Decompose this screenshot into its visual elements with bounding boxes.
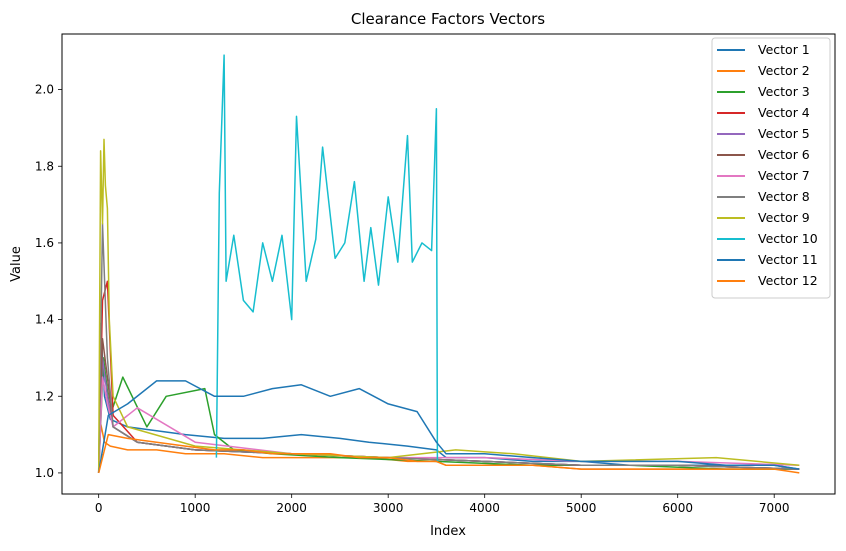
series-line-10	[215, 54, 439, 462]
y-tick-label: 1.4	[35, 313, 54, 327]
y-axis-label: Value	[9, 246, 24, 282]
y-tick-label: 2.0	[35, 83, 54, 97]
series-line-9	[97, 138, 800, 473]
legend-label-9: Vector 9	[758, 210, 810, 225]
series-layer	[97, 54, 800, 474]
series-line-12	[97, 433, 800, 474]
legend: Vector 1 Vector 2 Vector 3 Vector 4 Vector 5…	[711, 37, 831, 299]
legend-label-7: Vector 7	[758, 168, 810, 183]
x-axis-label: Index	[430, 524, 466, 539]
series-line-8	[97, 223, 800, 473]
legend-label-8: Vector 8	[758, 189, 810, 204]
plot-frame	[61, 33, 836, 495]
y-tick-label: 1.6	[35, 236, 54, 250]
y-tick-label: 1.0	[35, 466, 54, 480]
x-tick-label: 6000	[662, 501, 693, 515]
legend-box	[711, 37, 831, 299]
series-line-4	[97, 280, 800, 473]
x-axis: 0 1000 2000 3000 4000 5000 6000 7000	[95, 494, 790, 515]
chart-title: Clearance Factors Vectors	[351, 10, 545, 28]
x-tick-label: 1000	[180, 501, 211, 515]
legend-label-1: Vector 1	[758, 42, 810, 57]
x-tick-label: 7000	[759, 501, 790, 515]
legend-label-4: Vector 4	[758, 105, 810, 120]
x-tick-label: 5000	[566, 501, 597, 515]
x-tick-label: 0	[95, 501, 103, 515]
legend-label-2: Vector 2	[758, 63, 810, 78]
series-line-11	[97, 380, 800, 474]
series-line-6	[97, 338, 800, 473]
legend-label-10: Vector 10	[758, 231, 818, 246]
series-line-5	[97, 357, 800, 473]
y-axis: 1.0 1.2 1.4 1.6 1.8 2.0	[35, 83, 62, 480]
legend-label-12: Vector 12	[758, 273, 818, 288]
x-tick-label: 4000	[469, 501, 500, 515]
x-tick-label: 3000	[373, 501, 404, 515]
y-tick-label: 1.8	[35, 159, 54, 173]
x-tick-label: 2000	[276, 501, 307, 515]
legend-label-5: Vector 5	[758, 126, 810, 141]
legend-label-6: Vector 6	[758, 147, 810, 162]
series-line-3	[97, 357, 800, 473]
legend-label-11: Vector 11	[758, 252, 818, 267]
legend-label-3: Vector 3	[758, 84, 810, 99]
y-tick-label: 1.2	[35, 389, 54, 403]
